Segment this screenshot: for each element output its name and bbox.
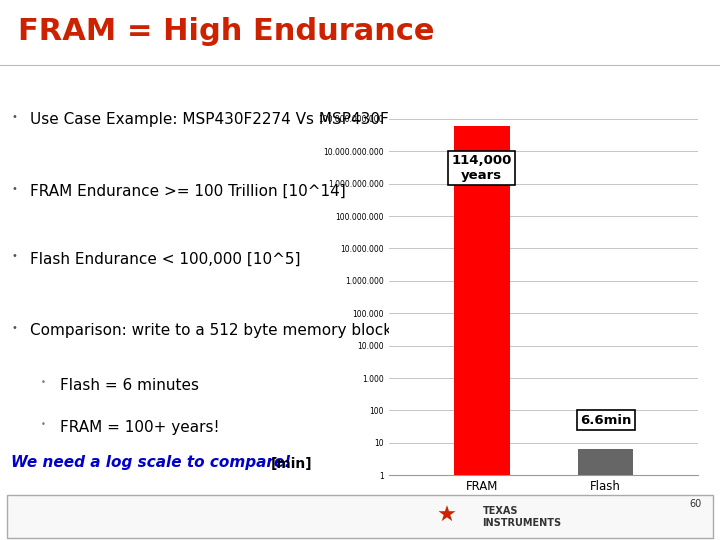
- Text: ★: ★: [436, 505, 456, 526]
- FancyBboxPatch shape: [7, 495, 713, 538]
- Text: [min]: [min]: [271, 457, 312, 471]
- Text: •: •: [41, 420, 46, 429]
- Text: •: •: [12, 323, 17, 333]
- Text: •: •: [12, 251, 17, 261]
- Text: 6.6min: 6.6min: [580, 414, 631, 427]
- Text: TEXAS: TEXAS: [482, 506, 518, 516]
- Text: Flash Endurance < 100,000 [10^5]: Flash Endurance < 100,000 [10^5]: [30, 251, 300, 266]
- Text: FRAM = 100+ years!: FRAM = 100+ years!: [60, 420, 220, 435]
- Text: Comparison: write to a 512 byte memory block @ a speed of 12kBps: Comparison: write to a 512 byte memory b…: [30, 323, 559, 338]
- Text: FRAM Endurance >= 100 Trillion [10^14]: FRAM Endurance >= 100 Trillion [10^14]: [30, 184, 346, 199]
- Text: •: •: [41, 377, 46, 387]
- Text: INSTRUMENTS: INSTRUMENTS: [482, 518, 562, 528]
- Text: We need a log scale to compare!: We need a log scale to compare!: [12, 455, 292, 470]
- Bar: [454, 126, 510, 540]
- Text: Use Case Example: MSP430F2274 Vs MSP430FR5739: Use Case Example: MSP430F2274 Vs MSP430F…: [30, 112, 438, 127]
- Bar: [577, 449, 634, 540]
- Text: 114,000
years: 114,000 years: [451, 154, 512, 182]
- Text: 60: 60: [690, 498, 702, 509]
- Text: Flash = 6 minutes: Flash = 6 minutes: [60, 377, 199, 393]
- Text: FRAM = High Endurance: FRAM = High Endurance: [18, 17, 434, 46]
- Text: •: •: [12, 112, 17, 123]
- Text: •: •: [12, 184, 17, 194]
